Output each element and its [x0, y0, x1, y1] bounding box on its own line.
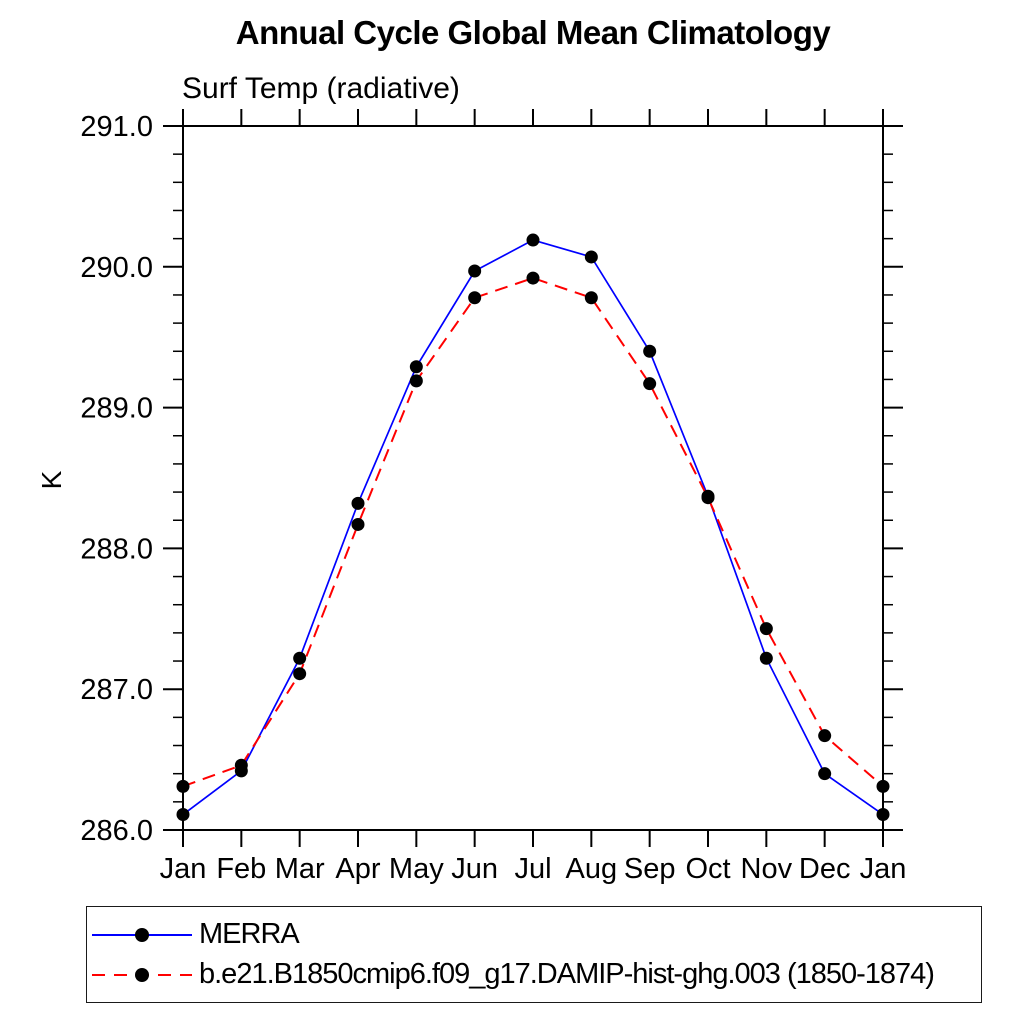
- data-point-s1: [818, 729, 832, 743]
- month-label: Apr: [335, 853, 380, 885]
- data-point-s1: [468, 291, 482, 305]
- y-tick-label: 286.0: [80, 815, 153, 847]
- data-point-s0: [759, 651, 773, 665]
- month-label: Mar: [275, 853, 325, 885]
- series-line-0: [182, 239, 884, 816]
- month-label: Jan: [160, 853, 207, 885]
- y-tick-label: 288.0: [80, 533, 153, 565]
- y-tick-label: 290.0: [80, 252, 153, 284]
- data-point-s0: [351, 496, 365, 510]
- legend-item-model: b.e21.B1850cmip6.f09_g17.DAMIP-hist-ghg.…: [89, 955, 981, 995]
- data-point-s1: [526, 271, 540, 285]
- data-point-s1: [584, 291, 598, 305]
- month-label: Dec: [799, 853, 851, 885]
- month-label: Jul: [514, 853, 551, 885]
- data-point-s0: [526, 233, 540, 247]
- month-label: Oct: [685, 853, 730, 885]
- data-point-s0: [818, 767, 832, 781]
- data-point-s0: [293, 651, 307, 665]
- chart-title: Annual Cycle Global Mean Climatology: [235, 14, 831, 51]
- y-tick-label: 287.0: [80, 674, 153, 706]
- data-point-s0: [176, 808, 190, 822]
- legend-label-model: b.e21.B1850cmip6.f09_g17.DAMIP-hist-ghg.…: [199, 958, 935, 990]
- data-point-s0: [409, 360, 423, 374]
- legend-item-merra: MERRA: [89, 915, 981, 955]
- month-label: Sep: [624, 853, 676, 885]
- data-point-s1: [701, 491, 715, 505]
- y-tick-label: 289.0: [80, 393, 153, 425]
- data-point-s1: [234, 758, 248, 772]
- data-point-s1: [293, 667, 307, 681]
- data-point-s1: [643, 377, 657, 391]
- chart-subtitle: Surf Temp (radiative): [182, 72, 460, 105]
- month-label: Jun: [451, 853, 498, 885]
- legend: MERRA b.e21.B1850cmip6.f09_g17.DAMIP-his…: [86, 906, 982, 1003]
- plot-frame: [182, 125, 884, 831]
- data-point-s0: [876, 808, 890, 822]
- month-label: Feb: [216, 853, 266, 885]
- data-point-s1: [876, 779, 890, 793]
- legend-line-solid-icon: [92, 927, 192, 942]
- month-label: May: [389, 853, 444, 885]
- month-label: Nov: [741, 853, 793, 885]
- data-point-s1: [351, 517, 365, 531]
- legend-label-merra: MERRA: [199, 918, 300, 950]
- data-point-s1: [176, 779, 190, 793]
- data-point-s0: [643, 344, 657, 358]
- data-point-s0: [468, 264, 482, 278]
- month-label: Jan: [860, 853, 907, 885]
- month-label: Aug: [566, 853, 618, 885]
- data-point-s0: [584, 250, 598, 264]
- y-tick-label: 291.0: [80, 111, 153, 143]
- legend-line-dashed-icon: [92, 967, 192, 982]
- series-line-1: [182, 277, 884, 788]
- data-point-s1: [409, 374, 423, 388]
- data-point-s1: [759, 622, 773, 636]
